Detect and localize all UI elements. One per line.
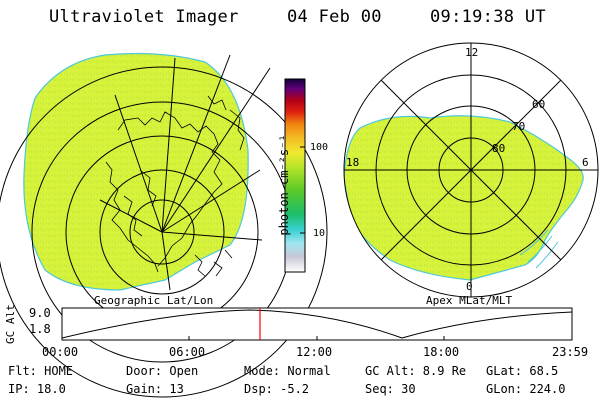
polar-grid: [343, 42, 599, 298]
mlt-label-top: 12: [465, 46, 479, 59]
colorbar: [284, 78, 306, 273]
altitude-xtick: 23:59: [552, 345, 589, 359]
coastlines: [105, 95, 245, 277]
altitude-xtick: 06:00: [169, 345, 206, 359]
instrument-title: Ultraviolet Imager: [49, 7, 239, 27]
mlat-label-70: 70: [512, 120, 526, 133]
altitude-xtick: 18:00: [423, 345, 460, 359]
status-mode: Mode: Normal: [244, 364, 331, 378]
colorbar-unit-label: photon cm⁻²s⁻¹: [277, 134, 291, 236]
status-flt: Flt: HOME: [8, 364, 74, 378]
status-dsp: Dsp: -5.2: [244, 382, 310, 396]
status-gain: Gain: 13: [126, 382, 184, 396]
geo-caption: Geographic Lat/Lon: [94, 294, 214, 307]
status-door: Door: Open: [126, 364, 199, 378]
mlt-label-right: 6: [582, 156, 589, 169]
colorbar-tick-10: 10: [313, 228, 326, 239]
polar-aurora-fill: [344, 115, 584, 281]
altitude-curve: [61, 309, 573, 339]
status-ip: IP: 18.0: [8, 382, 66, 396]
mlat-label-80: 80: [492, 142, 506, 155]
time-label: 09:19:38 UT: [430, 7, 546, 27]
altitude-ylabel: GC Alt: [4, 304, 17, 344]
status-glon: GLon: 224.0: [486, 382, 566, 396]
mlt-label-left: 18: [346, 156, 360, 169]
geo-aurora-fill: [23, 52, 249, 291]
colorbar-tick-100: 100: [310, 142, 329, 153]
altitude-xtick: 00:00: [42, 345, 79, 359]
altitude-xtick: 12:00: [296, 345, 333, 359]
mlat-label-60: 60: [532, 98, 546, 111]
status-gc-alt: GC Alt: 8.9 Re: [365, 364, 467, 378]
status-glat: GLat: 68.5: [486, 364, 559, 378]
polar-caption: Apex MLat/MLT: [426, 294, 513, 307]
date-label: 04 Feb 00: [287, 7, 382, 27]
mlt-label-bottom: 0: [466, 280, 473, 293]
altitude-plot: [61, 307, 573, 341]
altitude-ytick-bottom: 1.8: [29, 322, 51, 336]
status-seq: Seq: 30: [365, 382, 416, 396]
altitude-ytick-top: 9.0: [29, 306, 51, 320]
